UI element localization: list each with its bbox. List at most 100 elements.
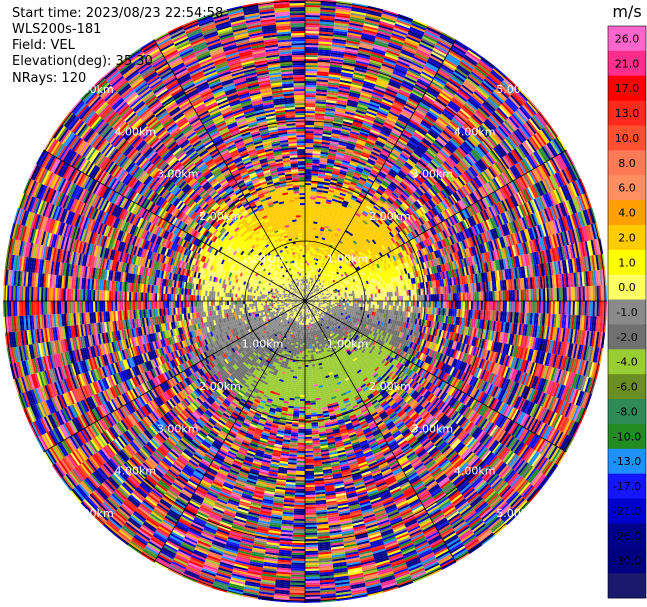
- velocity-cell: [307, 271, 309, 273]
- velocity-cell: [305, 127, 314, 129]
- velocity-cell: [383, 293, 385, 297]
- velocity-cell: [375, 294, 377, 298]
- velocity-cell: [309, 263, 311, 265]
- velocity-cell: [305, 111, 315, 113]
- velocity-cell: [305, 189, 311, 191]
- velocity-cell: [333, 298, 335, 300]
- velocity-cell: [306, 275, 307, 277]
- velocity-cell: [350, 291, 352, 294]
- velocity-cell: [358, 292, 360, 295]
- velocity-cell: [310, 205, 315, 207]
- velocity-cell: [305, 27, 319, 29]
- velocity-cell: [305, 221, 309, 223]
- velocity-cell: [305, 105, 315, 107]
- velocity-cell: [338, 294, 340, 296]
- velocity-cell: [305, 225, 309, 227]
- velocity-cell: [403, 291, 405, 296]
- velocity-cell: [305, 21, 320, 23]
- velocity-cell: [312, 235, 316, 237]
- velocity-cell: [341, 295, 343, 297]
- velocity-cell: [307, 269, 309, 271]
- velocity-cell: [305, 71, 317, 73]
- velocity-cell: [310, 265, 312, 267]
- velocity-cell: [308, 247, 311, 249]
- velocity-cell: [310, 211, 315, 213]
- velocity-cell: [347, 296, 349, 298]
- velocity-cell: [359, 295, 361, 298]
- velocity-cell: [305, 107, 315, 109]
- velocity-cell: [339, 297, 341, 299]
- velocity-cell: [337, 296, 339, 298]
- velocity-cell: [381, 293, 383, 297]
- velocity-cell: [305, 63, 318, 65]
- velocity-cell: [305, 47, 318, 49]
- velocity-cell: [340, 293, 342, 295]
- velocity-cell: [305, 203, 310, 205]
- velocity-cell: [310, 249, 313, 251]
- velocity-cell: [310, 253, 313, 255]
- velocity-cell: [305, 93, 316, 95]
- velocity-cell: [371, 294, 373, 298]
- velocity-cell: [305, 137, 314, 139]
- velocity-cell: [310, 207, 315, 209]
- velocity-cell: [308, 251, 311, 253]
- velocity-cell: [329, 298, 331, 299]
- velocity-cell: [305, 131, 314, 133]
- velocity-cell: [305, 81, 317, 83]
- velocity-cell: [305, 161, 312, 163]
- velocity-cell: [305, 139, 314, 141]
- velocity-cell: [308, 235, 312, 237]
- velocity-cell: [361, 295, 363, 298]
- velocity-cell: [305, 29, 319, 31]
- velocity-cell: [305, 67, 317, 69]
- velocity-cell: [305, 171, 312, 173]
- velocity-cell: [306, 273, 308, 275]
- velocity-cell: [305, 169, 312, 171]
- velocity-cell: [352, 293, 354, 296]
- velocity-cell: [305, 157, 313, 159]
- velocity-cell: [305, 177, 312, 179]
- velocity-cell: [305, 205, 310, 207]
- velocity-cell: [305, 79, 317, 81]
- velocity-cell: [306, 281, 307, 283]
- velocity-cell: [311, 243, 314, 245]
- velocity-cell: [305, 35, 319, 37]
- velocity-cell: [307, 257, 309, 259]
- velocity-cell: [309, 219, 313, 221]
- velocity-cell: [305, 237, 308, 239]
- velocity-cell: [305, 129, 314, 131]
- velocity-cell: [377, 293, 379, 297]
- velocity-cell: [309, 215, 314, 217]
- velocity-cell: [350, 294, 352, 297]
- velocity-cell: [305, 117, 315, 119]
- velocity-cell: [309, 257, 312, 259]
- velocity-cell: [355, 296, 357, 299]
- velocity-cell: [310, 209, 315, 211]
- velocity-cell: [305, 191, 311, 193]
- velocity-cell: [339, 295, 341, 297]
- velocity-cell: [305, 215, 310, 217]
- velocity-cell: [305, 31, 319, 33]
- velocity-cell: [310, 255, 313, 257]
- velocity-cell: [308, 269, 310, 271]
- velocity-cell: [305, 37, 319, 39]
- velocity-cell: [337, 297, 339, 299]
- velocity-cell: [305, 133, 314, 135]
- velocity-cell: [331, 297, 333, 299]
- velocity-cell: [367, 294, 369, 298]
- velocity-cell: [312, 254, 315, 256]
- velocity-cell: [305, 3, 321, 5]
- velocity-cell: [308, 249, 311, 251]
- velocity-cell: [420, 289, 422, 295]
- velocity-cell: [305, 57, 318, 59]
- velocity-cell: [305, 245, 308, 247]
- velocity-cell: [309, 259, 311, 261]
- velocity-cell: [305, 153, 313, 155]
- velocity-cell: [309, 265, 311, 267]
- velocity-cell: [305, 23, 320, 25]
- velocity-cell: [305, 197, 310, 199]
- velocity-cell: [305, 97, 316, 99]
- velocity-cell: [309, 261, 311, 263]
- velocity-cell: [309, 229, 313, 231]
